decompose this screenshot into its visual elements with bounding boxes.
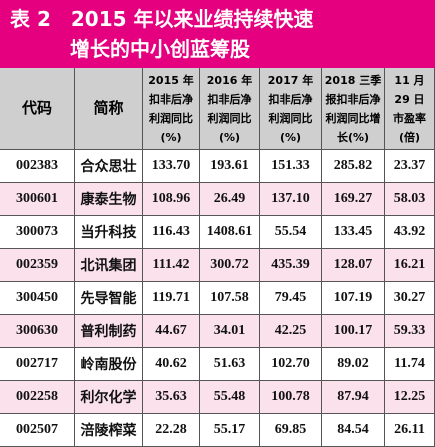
header-cell: 代码	[0, 68, 75, 150]
table-cell: 285.82	[322, 150, 385, 183]
table-cell: 107.58	[200, 282, 260, 315]
header-text: 29 日	[394, 92, 425, 106]
header-text: (%)	[160, 130, 182, 144]
table-cell: 涪陵榨菜	[75, 414, 143, 447]
header-text: 扣非后净	[207, 92, 252, 106]
table-cell: 116.43	[143, 216, 200, 249]
table-cell: 22.28	[143, 414, 200, 447]
header-text: 代码	[21, 99, 52, 117]
table-cell: 55.54	[260, 216, 322, 249]
header-text: (倍)	[398, 130, 421, 144]
header-text: 2017 年	[267, 73, 314, 87]
table-cell: 康泰生物	[75, 183, 143, 216]
table-cell: 55.17	[200, 414, 260, 447]
table-cell: 300450	[0, 282, 75, 315]
table-cell: 69.85	[260, 414, 322, 447]
table-cell: 002258	[0, 381, 75, 414]
table-cell: 193.61	[200, 150, 260, 183]
table-cell: 12.25	[385, 381, 435, 414]
table-cell: 42.25	[260, 315, 322, 348]
table-cell: 35.63	[143, 381, 200, 414]
table-cell: 133.70	[143, 150, 200, 183]
table-cell: 26.49	[200, 183, 260, 216]
table-cell: 55.48	[200, 381, 260, 414]
header-text: 2018 三季	[324, 73, 382, 87]
title-line: 表 2 2015 年以来业绩持续快速	[10, 7, 314, 31]
table-cell: 435.39	[260, 249, 322, 282]
table-cell: 59.33	[385, 315, 435, 348]
table-cell: 300.72	[200, 249, 260, 282]
table-cell: 16.21	[385, 249, 435, 282]
title-line: 增长的中小创蓝筹股	[70, 37, 250, 61]
table-cell: 300630	[0, 315, 75, 348]
table-cell: 151.33	[260, 150, 322, 183]
header-cell: 2017 年扣非后净利润同比 (%)	[260, 68, 322, 150]
table-cell: 128.07	[322, 249, 385, 282]
table-cell: 34.01	[200, 315, 260, 348]
table-cell: 119.71	[143, 282, 200, 315]
header-text: 2015 年	[148, 73, 194, 87]
header-cell: 2016 年扣非后净利润同比 (%)	[200, 68, 260, 150]
table-cell: 先导智能	[75, 282, 143, 315]
table-cell: 40.62	[143, 348, 200, 381]
table-cell: 111.42	[143, 249, 200, 282]
table-cell: 133.45	[322, 216, 385, 249]
header-cell: 简称	[75, 68, 143, 150]
header-text: 扣非后净	[149, 92, 193, 106]
table-cell: 002383	[0, 150, 75, 183]
table-cell: 30.27	[385, 282, 435, 315]
table-cell: 当升科技	[75, 216, 143, 249]
table-cell: 107.19	[322, 282, 385, 315]
table-cell: 87.94	[322, 381, 385, 414]
header-text: 扣非后净	[268, 92, 313, 106]
table: 代码 简称 2015 年扣非后净 利润同比 (%) 2016 年扣非后净 利润同比 (%) 20…	[0, 68, 435, 447]
table-cell: 51.63	[200, 348, 260, 381]
table-cell: 岭南股份	[75, 348, 143, 381]
header-text: 长(%)	[336, 130, 370, 144]
header-text: 市盈率	[393, 111, 426, 125]
table-cell: 11.74	[385, 348, 435, 381]
header-text: 利润同比增	[325, 111, 381, 125]
table-cell: 北讯集团	[75, 249, 143, 282]
header-text: 利润同比	[268, 111, 313, 125]
table-cell: 102.70	[260, 348, 322, 381]
header-text: (%)	[279, 130, 302, 144]
table-cell: 26.11	[385, 414, 435, 447]
header-text: 报扣非后净	[325, 92, 381, 106]
header-text: 利润同比	[149, 111, 193, 125]
title-bar: 表 2 2015 年以来业绩持续快速 增长的中小创蓝筹股	[0, 0, 435, 68]
header-text: 11 月	[394, 73, 425, 87]
header-text: (%)	[218, 130, 241, 144]
table-cell: 100.78	[260, 381, 322, 414]
table-cell: 002507	[0, 414, 75, 447]
header-cell: 2018 三季 报扣非后净利润同比增长(%)	[322, 68, 385, 150]
header-text: 简称	[93, 99, 124, 117]
table-cell: 300073	[0, 216, 75, 249]
table-cell: 利尔化学	[75, 381, 143, 414]
table-cell: 169.27	[322, 183, 385, 216]
table-cell: 108.96	[143, 183, 200, 216]
header-text: 2016 年	[206, 73, 253, 87]
table-cell: 44.67	[143, 315, 200, 348]
table-cell: 普利制药	[75, 315, 143, 348]
table-cell: 58.03	[385, 183, 435, 216]
table-cell: 43.92	[385, 216, 435, 249]
header-text: 利润同比	[207, 111, 252, 125]
table-cell: 合众思壮	[75, 150, 143, 183]
table-cell: 100.17	[322, 315, 385, 348]
table-cell: 002359	[0, 249, 75, 282]
table-cell: 002717	[0, 348, 75, 381]
table-cell: 79.45	[260, 282, 322, 315]
table-cell: 137.10	[260, 183, 322, 216]
table-cell: 300601	[0, 183, 75, 216]
table-cell: 23.37	[385, 150, 435, 183]
header-cell: 2015 年扣非后净利润同比 (%)	[143, 68, 200, 150]
table-cell: 84.54	[322, 414, 385, 447]
table-cell: 1408.61	[200, 216, 260, 249]
header-cell: 11 月 29 日市盈率 (倍)	[385, 68, 435, 150]
table-cell: 89.02	[322, 348, 385, 381]
